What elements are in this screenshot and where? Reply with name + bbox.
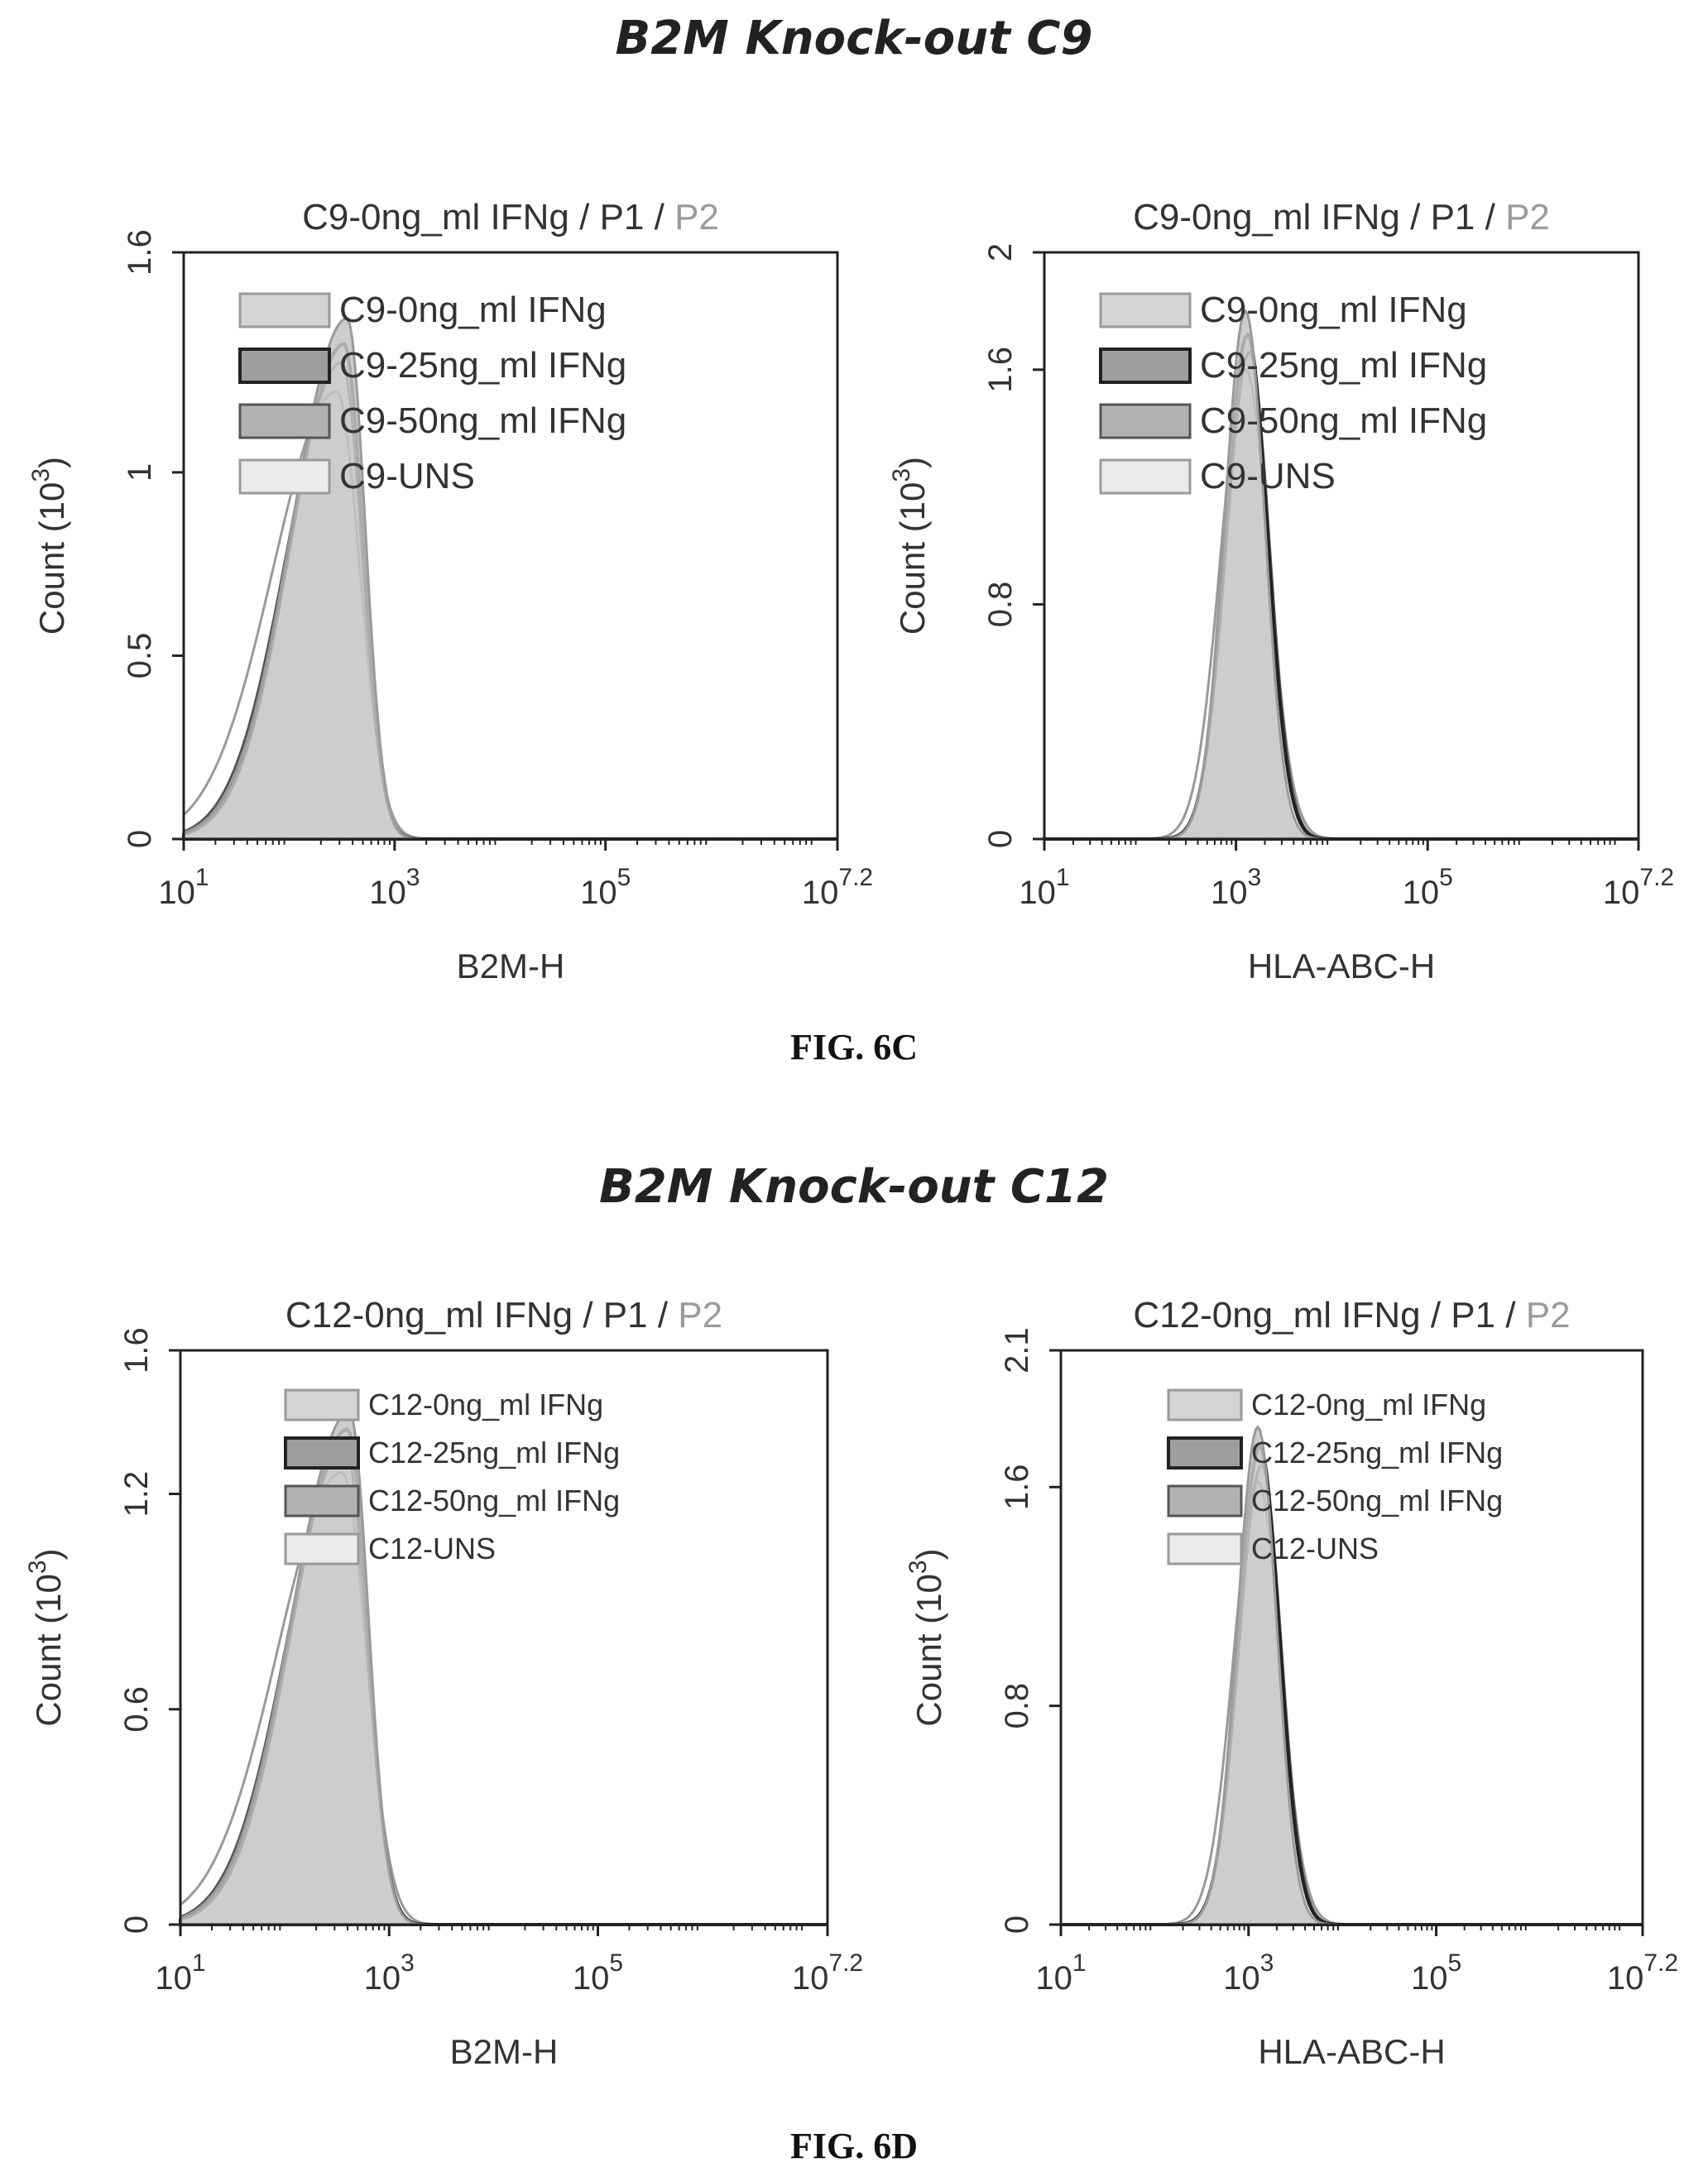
panel-1-legend-label-0: C9-0ng_ml IFNg: [1200, 290, 1467, 330]
panel-1-legend-label-2: C9-50ng_ml IFNg: [1200, 400, 1487, 441]
panel-0-xlabel: B2M-H: [457, 947, 565, 985]
panel-3-legend-swatch-3: [1167, 1532, 1243, 1565]
panel-0-ytick-label-3: 1.6: [122, 229, 158, 276]
panel-0-title: C9-0ng_ml IFNg / P1 / P2: [302, 197, 719, 237]
figure-6d-heading: B2M Knock-out C12: [599, 1160, 1109, 1214]
panel-2-legend-label-2: C12-50ng_ml IFNg: [368, 1484, 620, 1518]
panel-2-ylabel: Count (103): [24, 1548, 68, 1726]
panel-0-ylabel: Count (103): [27, 457, 71, 635]
panel-3-legend-swatch-2: [1167, 1484, 1243, 1518]
panel-1-title: C9-0ng_ml IFNg / P1 / P2: [1133, 197, 1550, 237]
panel-1-legend-swatch-2: [1099, 403, 1192, 439]
panel-0-ytick-label-0: 0: [122, 830, 158, 848]
panel-2-legend-swatch-1: [284, 1436, 360, 1470]
panel-3-series-1-curve: [1061, 1443, 1643, 1926]
panel-1-legend-label-3: C9-UNS: [1200, 456, 1336, 496]
panel-2-legend-label-1: C12-25ng_ml IFNg: [368, 1436, 620, 1470]
panel-2-ytick-label-3: 1.6: [118, 1327, 155, 1374]
figure-6c-label: FIG. 6C: [790, 1027, 918, 1067]
panel-3-xtick-label-3: 107.2: [1607, 1949, 1678, 1997]
panel-1-xtick-label-2: 105: [1403, 864, 1453, 911]
panel-3-xtick-label-1: 103: [1223, 1949, 1274, 1997]
panel-0-legend-label-1: C9-25ng_ml IFNg: [339, 345, 626, 386]
panel-2-legend-label-3: C12-UNS: [368, 1532, 496, 1565]
panel-2-legend-swatch-3: [284, 1532, 360, 1565]
panel-3-legend-label-1: C12-25ng_ml IFNg: [1251, 1436, 1503, 1470]
panel-0-series-0-curve: [182, 317, 837, 841]
panel-0-xtick-label-0: 101: [158, 864, 209, 911]
panel-3-xtick-label-0: 101: [1035, 1949, 1086, 1997]
panel-3-ylabel: Count (103): [904, 1548, 948, 1726]
panel-0-legend-label-0: C9-0ng_ml IFNg: [339, 290, 607, 330]
figure-6c-heading: B2M Knock-out C9: [615, 12, 1093, 65]
panel-2-frame: [179, 1349, 829, 1926]
panel-1-xtick-label-1: 103: [1211, 864, 1261, 911]
panel-1-xtick-label-3: 107.2: [1603, 864, 1674, 911]
panel-2-title: C12-0ng_ml IFNg / P1 / P2: [285, 1295, 722, 1335]
panel-1-ytick-label-2: 1.6: [982, 347, 1019, 393]
panel-0-ytick-label-2: 1: [122, 463, 158, 482]
panel-1-ytick-label-3: 2: [982, 243, 1019, 261]
panel-2-legend-label-0: C12-0ng_ml IFNg: [368, 1388, 603, 1422]
panel-0-legend-swatch-2: [238, 403, 331, 439]
panel-2-legend-swatch-2: [284, 1484, 360, 1518]
panel-3-ytick-label-3: 2.1: [999, 1327, 1035, 1374]
panel-1-legend-swatch-3: [1099, 458, 1192, 495]
panel-2-ytick-label-1: 0.6: [118, 1686, 155, 1733]
panel-3-title: C12-0ng_ml IFNg / P1 / P2: [1133, 1295, 1570, 1335]
panel-1-xlabel: HLA-ABC-H: [1248, 947, 1435, 985]
panel-2-xtick-label-0: 101: [155, 1949, 205, 1997]
panel-3-ytick-label-1: 0.8: [999, 1683, 1035, 1729]
panel-1-ytick-label-1: 0.8: [982, 582, 1019, 628]
panel-2-legend-swatch-0: [284, 1388, 360, 1422]
panel-3-xlabel: HLA-ABC-H: [1258, 2032, 1445, 2071]
panel-0-legend-swatch-3: [238, 458, 331, 495]
panel-1-legend-swatch-0: [1099, 292, 1192, 328]
panel-1-xtick-label-0: 101: [1019, 864, 1069, 911]
panel-1-series-0-curve: [1044, 309, 1638, 841]
panel-1-frame: [1043, 251, 1640, 841]
panel-2-ytick-label-2: 1.2: [118, 1471, 155, 1518]
panel-0-legend-swatch-1: [238, 348, 331, 384]
panel-0-frame: [182, 251, 839, 841]
panel-1-legend-label-1: C9-25ng_ml IFNg: [1200, 345, 1487, 386]
panel-3-legend-label-0: C12-0ng_ml IFNg: [1251, 1388, 1486, 1422]
panel-0-xtick-label-3: 107.2: [802, 864, 873, 911]
panel-2-xtick-label-1: 103: [364, 1949, 415, 1997]
panel-0-legend-swatch-0: [238, 292, 331, 328]
panel-3-legend-label-3: C12-UNS: [1251, 1532, 1379, 1565]
panel-3-ytick-label-0: 0: [999, 1915, 1035, 1934]
panel-1-ylabel: Count (103): [888, 457, 932, 635]
panel-3-legend-label-2: C12-50ng_ml IFNg: [1251, 1484, 1503, 1518]
panel-2-xtick-label-2: 105: [573, 1949, 623, 1997]
panel-3-ytick-label-2: 1.6: [999, 1464, 1035, 1510]
panel-0-xtick-label-2: 105: [580, 864, 631, 911]
panel-0-legend-label-2: C9-50ng_ml IFNg: [339, 400, 626, 441]
panel-1-legend-swatch-1: [1099, 348, 1192, 384]
figure-6d-label: FIG. 6D: [790, 2126, 918, 2166]
panel-3-legend-swatch-0: [1167, 1388, 1243, 1422]
panel-3-legend-swatch-1: [1167, 1436, 1243, 1470]
panel-2-ytick-label-0: 0: [118, 1915, 155, 1934]
panel-0-ytick-label-1: 0.5: [122, 633, 158, 679]
panel-3-xtick-label-2: 105: [1411, 1949, 1461, 1997]
panel-2-xlabel: B2M-H: [450, 2032, 559, 2071]
panel-3-frame: [1059, 1349, 1644, 1926]
panel-0-xtick-label-1: 103: [369, 864, 420, 911]
panel-0-legend-label-3: C9-UNS: [339, 456, 475, 496]
panel-1-ytick-label-0: 0: [982, 830, 1019, 848]
panel-2-xtick-label-3: 107.2: [792, 1949, 863, 1997]
